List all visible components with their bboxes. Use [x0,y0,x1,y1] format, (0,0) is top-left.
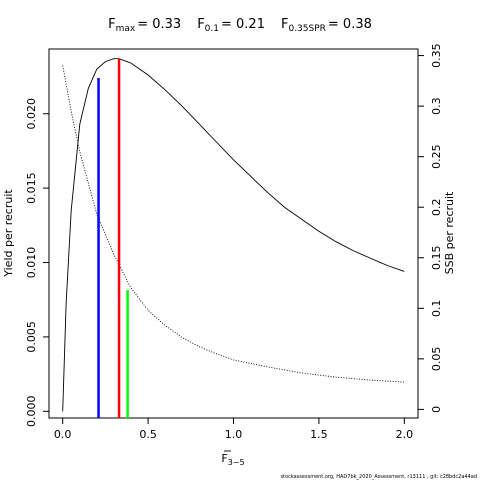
y-right-tick-label-6: 0.3 [430,97,443,115]
title-term-0-sub: max [116,24,136,34]
y-axis-right-title: SSB per recruit [443,191,456,274]
y-left-tick-label-0: 0.000 [25,396,38,428]
chart-title-text: Fmax = 0.33 F0.1 = 0.21 F0.35SPR = 0.38 [108,17,372,34]
y-left-tick-label-1: 0.005 [25,321,38,353]
y-left-tick-label-4: 0.020 [25,98,38,129]
y-left-tick-label-3: 0.015 [25,172,38,204]
x-axis: 0.0 0.5 1.0 1.5 2.0 [54,418,413,441]
y-right-tick-label-2: 0.1 [430,300,443,318]
y-right-tick-label-1: 0.05 [430,347,443,372]
reference-lines [97,58,129,418]
x-tick-label-4: 2.0 [396,428,414,441]
title-term-1-main: F [197,17,204,32]
title-term-2-value: = 0.38 [328,17,372,32]
y-axis-left-title: Yield per recruit [2,189,15,278]
y-right-tick-label-3: 0.15 [430,246,443,271]
x-tick-label-0: 0.0 [54,428,72,441]
title-term-2-sub: 0.35SPR [288,24,325,34]
y-axis-left: 0.000 0.005 0.010 0.015 0.020 [25,98,49,427]
x-axis-title-text: F3−5 [221,452,244,467]
yield-per-recruit-curve [62,58,405,412]
title-term-2-main: F [281,17,288,32]
x-axis-title-sub: 3−5 [228,458,245,467]
series-layer [62,58,405,412]
title-term-0-value: = 0.33 [137,17,181,32]
x-axis-title-main: F [221,452,227,465]
title-term-1-sub: 0.1 [205,24,219,34]
ssb-per-recruit-curve [62,65,405,383]
plot-frame [48,48,419,419]
x-tick-label-3: 1.5 [310,428,328,441]
y-right-tick-label-0: 0 [430,406,443,413]
footer-credit: stockassessment.org, HAD7bk_2020_Assessm… [280,474,477,480]
title-term-1-value: = 0.21 [221,17,265,32]
x-axis-title: F3−5 [221,450,245,467]
y-right-tick-label-4: 0.2 [430,198,443,216]
title-term-0-main: F [108,17,115,32]
x-tick-label-1: 0.5 [139,428,157,441]
y-left-tick-label-2: 0.010 [25,247,38,279]
chart-title: Fmax = 0.33 F0.1 = 0.21 F0.35SPR = 0.38 [108,17,372,34]
y-right-tick-label-5: 0.25 [430,144,443,169]
x-tick-label-2: 1.0 [225,428,243,441]
y-right-tick-label-7: 0.35 [430,43,443,67]
y-axis-right: 0 0.05 0.1 0.15 0.2 0.25 0.3 0.35 [418,43,443,413]
